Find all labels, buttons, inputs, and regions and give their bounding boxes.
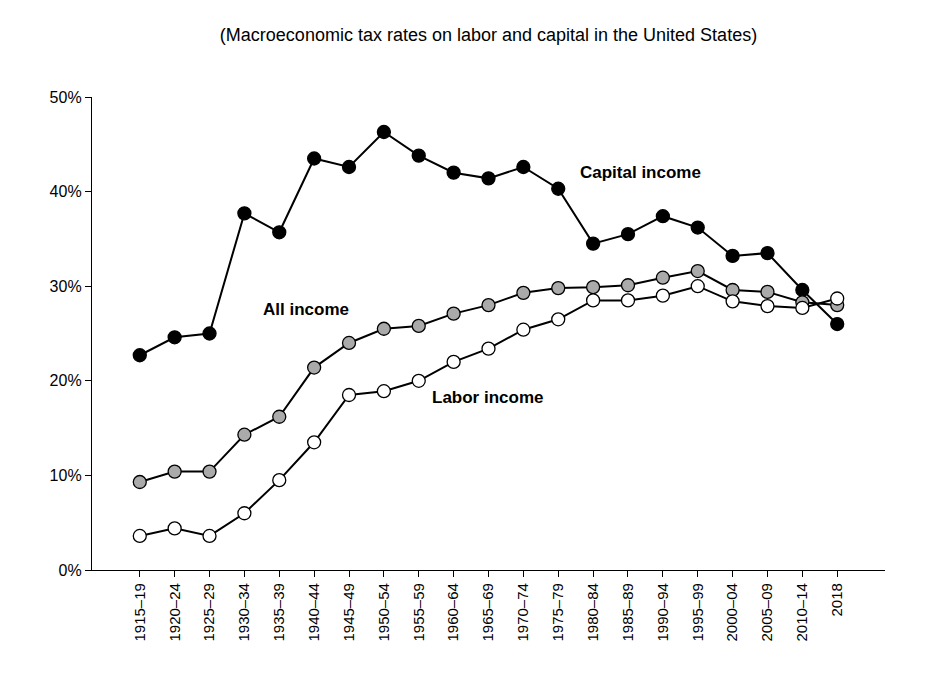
svg-text:2018: 2018 xyxy=(828,583,845,616)
svg-text:1975–79: 1975–79 xyxy=(549,583,566,641)
svg-text:All income: All income xyxy=(263,300,349,319)
svg-text:1935–39: 1935–39 xyxy=(270,583,287,641)
svg-text:1985–89: 1985–89 xyxy=(619,583,636,641)
svg-text:0%: 0% xyxy=(59,562,82,579)
svg-text:(Macroeconomic tax rates on la: (Macroeconomic tax rates on labor and ca… xyxy=(220,25,757,45)
svg-text:20%: 20% xyxy=(50,372,82,389)
svg-text:1995–99: 1995–99 xyxy=(689,583,706,641)
svg-text:1950–54: 1950–54 xyxy=(375,583,392,641)
svg-text:Labor income: Labor income xyxy=(432,388,543,407)
svg-text:1940–44: 1940–44 xyxy=(305,583,322,641)
svg-text:30%: 30% xyxy=(50,278,82,295)
svg-text:1980–84: 1980–84 xyxy=(584,583,601,641)
svg-text:10%: 10% xyxy=(50,467,82,484)
svg-text:1970–74: 1970–74 xyxy=(514,583,531,641)
svg-text:1915–19: 1915–19 xyxy=(131,583,148,641)
svg-text:1990–94: 1990–94 xyxy=(654,583,671,641)
svg-text:2005–09: 2005–09 xyxy=(758,583,775,641)
svg-text:1920–24: 1920–24 xyxy=(166,583,183,641)
svg-text:Capital income: Capital income xyxy=(580,163,701,182)
svg-text:1945–49: 1945–49 xyxy=(340,583,357,641)
svg-text:1925–29: 1925–29 xyxy=(200,583,217,641)
svg-text:1965–69: 1965–69 xyxy=(479,583,496,641)
svg-text:40%: 40% xyxy=(50,183,82,200)
svg-text:1955–59: 1955–59 xyxy=(410,583,427,641)
svg-text:2000–04: 2000–04 xyxy=(723,583,740,641)
svg-text:1960–64: 1960–64 xyxy=(445,583,462,641)
svg-text:2010–14: 2010–14 xyxy=(793,583,810,641)
svg-text:1930–34: 1930–34 xyxy=(235,583,252,641)
svg-text:50%: 50% xyxy=(50,89,82,106)
